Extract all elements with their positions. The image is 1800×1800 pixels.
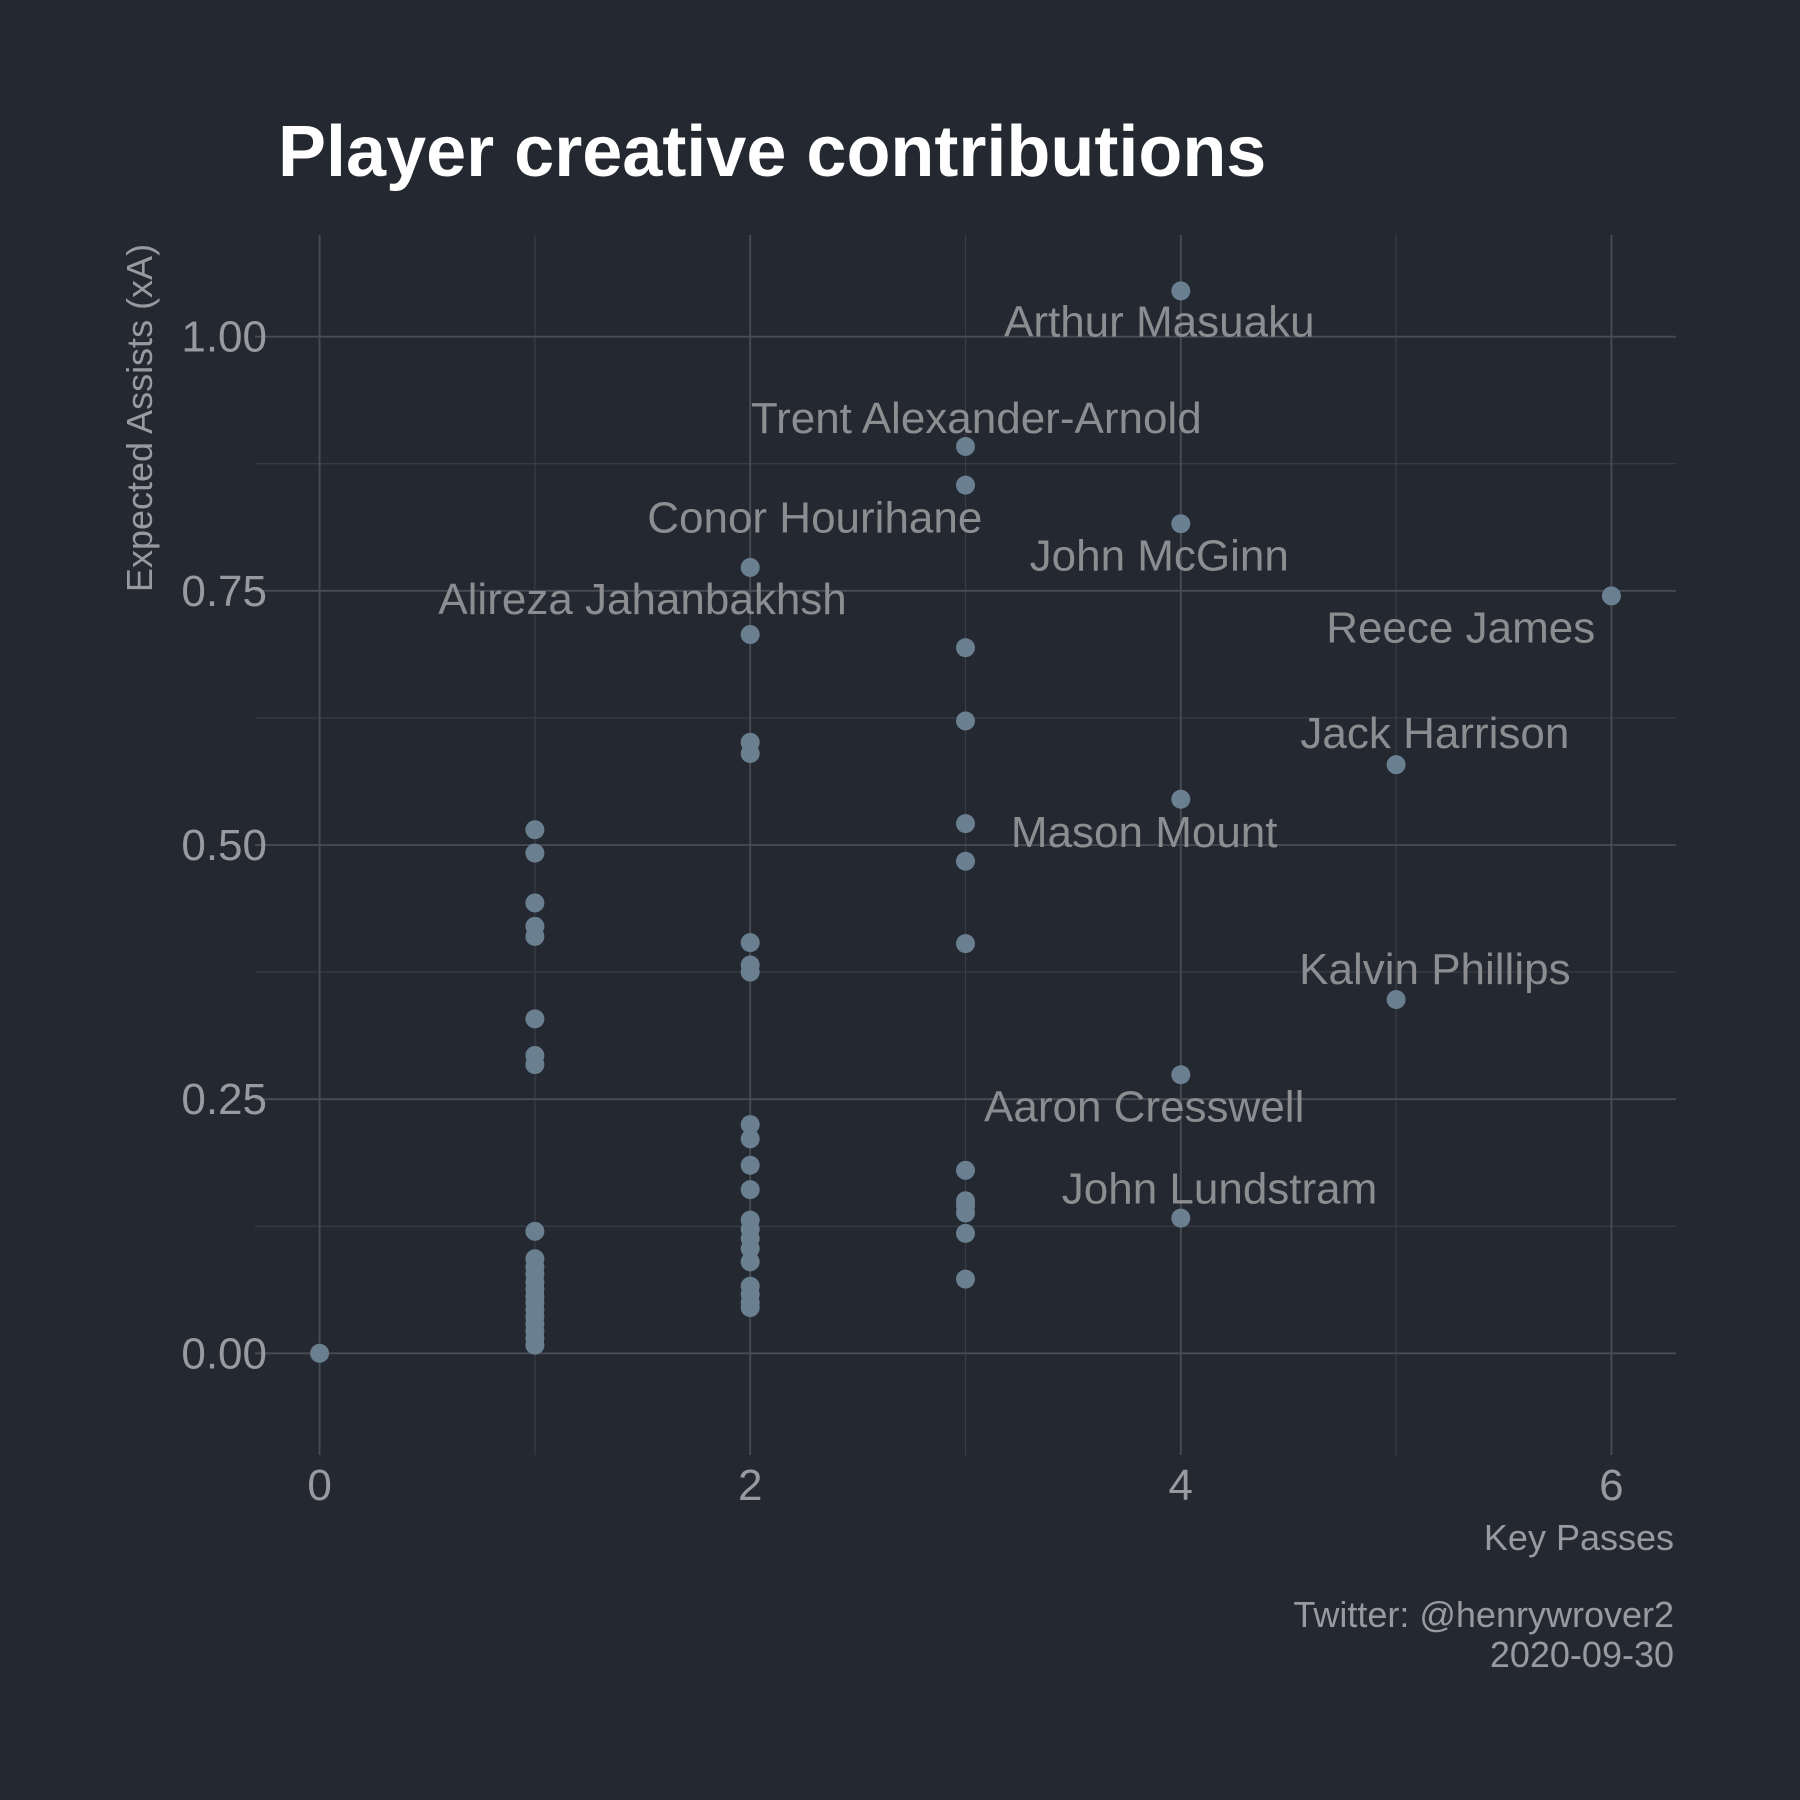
chart-title: Player creative contributions — [278, 112, 1266, 192]
y-axis-label: Expected Assists (xA) — [119, 244, 160, 592]
data-point — [1171, 1065, 1191, 1085]
data-point — [740, 744, 760, 763]
point-label: Trent Alexander-Arnold — [751, 394, 1202, 443]
data-point — [956, 934, 975, 954]
data-point — [740, 1252, 760, 1272]
x-tick-label: 2 — [738, 1461, 762, 1510]
y-tick-label: 1.00 — [181, 313, 267, 362]
data-point — [956, 638, 975, 658]
x-axis-ticks: 0 2 4 6 — [307, 1461, 1623, 1510]
data-point — [525, 1055, 545, 1075]
point-label: Arthur Masuaku — [1004, 297, 1315, 346]
data-point — [740, 1239, 760, 1259]
point-label: John Lundstram — [1062, 1165, 1378, 1214]
data-point — [1171, 789, 1191, 809]
point-label: Mason Mount — [1011, 808, 1278, 857]
data-point — [525, 1335, 545, 1355]
y-tick-label: 0.00 — [181, 1329, 267, 1378]
data-point — [956, 711, 975, 731]
y-tick-label: 0.75 — [181, 567, 267, 616]
data-point — [740, 962, 760, 982]
caption-date: 2020-09-30 — [1490, 1634, 1674, 1675]
data-point — [525, 843, 545, 863]
data-point — [740, 1115, 760, 1135]
data-point — [740, 1155, 760, 1175]
data-point — [956, 1223, 975, 1243]
data-point — [740, 933, 760, 953]
data-point — [525, 893, 545, 913]
data-point — [525, 820, 545, 840]
point-label: John McGinn — [1030, 531, 1289, 580]
point-label: Conor Hourihane — [647, 494, 982, 543]
data-point — [525, 927, 545, 946]
data-point — [956, 851, 975, 871]
data-point — [1386, 755, 1406, 775]
data-point — [956, 1269, 975, 1289]
data-point — [1601, 586, 1621, 606]
data-point — [956, 1203, 975, 1223]
major-gridlines — [255, 235, 1676, 1455]
data-points — [310, 281, 1621, 1363]
data-point — [740, 557, 760, 577]
data-point — [1171, 1208, 1191, 1228]
data-point — [740, 1129, 760, 1149]
data-point — [310, 1343, 330, 1363]
x-tick-label: 0 — [307, 1461, 331, 1510]
x-tick-label: 4 — [1169, 1461, 1193, 1510]
data-point — [956, 814, 975, 834]
data-point — [956, 1160, 975, 1180]
data-point — [740, 625, 760, 645]
point-label: Alireza Jahanbakhsh — [438, 575, 846, 624]
point-label: Reece James — [1326, 603, 1595, 652]
x-axis-label: Key Passes — [1484, 1517, 1674, 1558]
data-point — [740, 1180, 760, 1200]
data-point — [740, 1298, 760, 1318]
point-label: Jack Harrison — [1300, 709, 1569, 758]
data-point — [956, 436, 975, 456]
data-point — [525, 1009, 545, 1029]
y-tick-label: 0.25 — [181, 1075, 267, 1124]
data-point — [1171, 281, 1191, 301]
y-tick-label: 0.50 — [181, 821, 267, 870]
point-label: Kalvin Phillips — [1299, 945, 1570, 994]
data-point — [525, 1221, 545, 1241]
x-tick-label: 6 — [1599, 1461, 1623, 1510]
data-point — [1171, 514, 1191, 534]
point-label: Aaron Cresswell — [984, 1082, 1304, 1131]
y-axis-ticks: 0.00 0.25 0.50 0.75 1.00 — [181, 313, 267, 1379]
data-point — [956, 475, 975, 495]
data-point — [1386, 990, 1406, 1010]
caption-twitter: Twitter: @henrywrover2 — [1293, 1594, 1674, 1635]
point-annotations: Arthur Masuaku Trent Alexander-Arnold Cono… — [438, 297, 1595, 1213]
